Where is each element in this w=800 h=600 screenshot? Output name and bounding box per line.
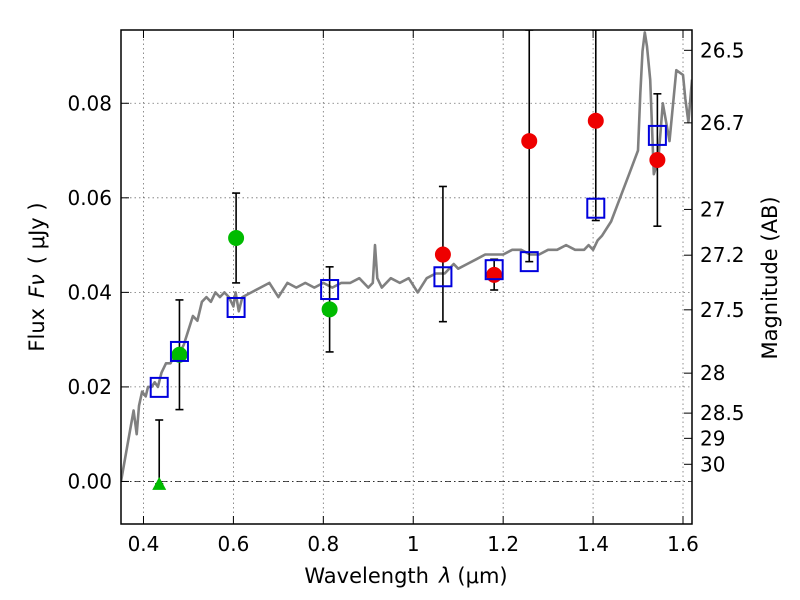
mag-tick-label: 27: [700, 197, 725, 221]
marker-layer: [149, 112, 667, 490]
right-axis-title: Magnitude (AB): [758, 196, 782, 359]
mag-tick-label: 29: [700, 426, 725, 450]
model-photometry-point: [647, 124, 667, 146]
x-tick-label: 1.4: [577, 532, 609, 556]
model-photometry-point: [519, 251, 539, 273]
observed-red-point: [521, 133, 538, 150]
y-axis-symbol: Fν: [25, 274, 49, 298]
y-tick-label: 0.04: [67, 280, 112, 304]
mag-tick-label: 26.7: [700, 111, 745, 135]
model-photometry-point: [226, 296, 246, 318]
tick-layer: 0.4 0.6 0.8 1 1.2 1.4 1.6 0.00 0.02 0.04 0.06 0.08 2…: [67, 30, 745, 556]
observed-red-point: [434, 246, 451, 263]
upper-limit-point: [152, 476, 167, 490]
model-photometry-point: [586, 197, 606, 219]
model-photometry-point: [320, 279, 340, 301]
plot-frame: [120, 29, 693, 525]
x-tick-label: 1.2: [487, 532, 519, 556]
mag-tick-label: 28: [700, 361, 725, 385]
x-tick-label: 0.6: [217, 532, 249, 556]
x-axis-unit: (μm): [457, 564, 507, 588]
mag-tick-label: 28.5: [700, 401, 745, 425]
x-tick-label: 0.8: [307, 532, 339, 556]
x-axis-symbol: λ: [438, 564, 451, 588]
model-photometry-point: [149, 376, 169, 398]
x-tick-label: 1.6: [667, 532, 699, 556]
mag-tick-label: 30: [700, 452, 725, 476]
x-axis-title-text: Wavelength: [304, 564, 429, 588]
y-tick-label: 0.06: [67, 186, 112, 210]
mag-tick-label: 27.5: [700, 298, 745, 322]
model-photometry-point: [433, 266, 453, 288]
observed-green-point: [228, 230, 245, 246]
model-photometry-point: [484, 259, 504, 281]
y-tick-label: 0.08: [67, 91, 112, 115]
y-tick-label: 0.02: [67, 375, 112, 399]
y-axis-title-text: Flux: [25, 308, 49, 352]
x-tick-label: 1: [407, 532, 420, 556]
x-tick-label: 0.4: [128, 532, 160, 556]
mag-tick-label: 27.2: [700, 243, 745, 267]
x-axis-title: Wavelength λ (μm): [304, 564, 507, 588]
y-tick-label: 0.00: [67, 469, 112, 493]
observed-green-point: [321, 301, 338, 318]
mag-tick-label: 26.5: [700, 38, 745, 62]
y-axis-unit: ( μJy ): [25, 202, 49, 264]
observed-red-point: [649, 152, 666, 168]
y-axis-title: Flux Fν ( μJy ): [25, 202, 49, 351]
observed-red-point: [587, 112, 604, 129]
model-photometry-point: [169, 340, 189, 362]
